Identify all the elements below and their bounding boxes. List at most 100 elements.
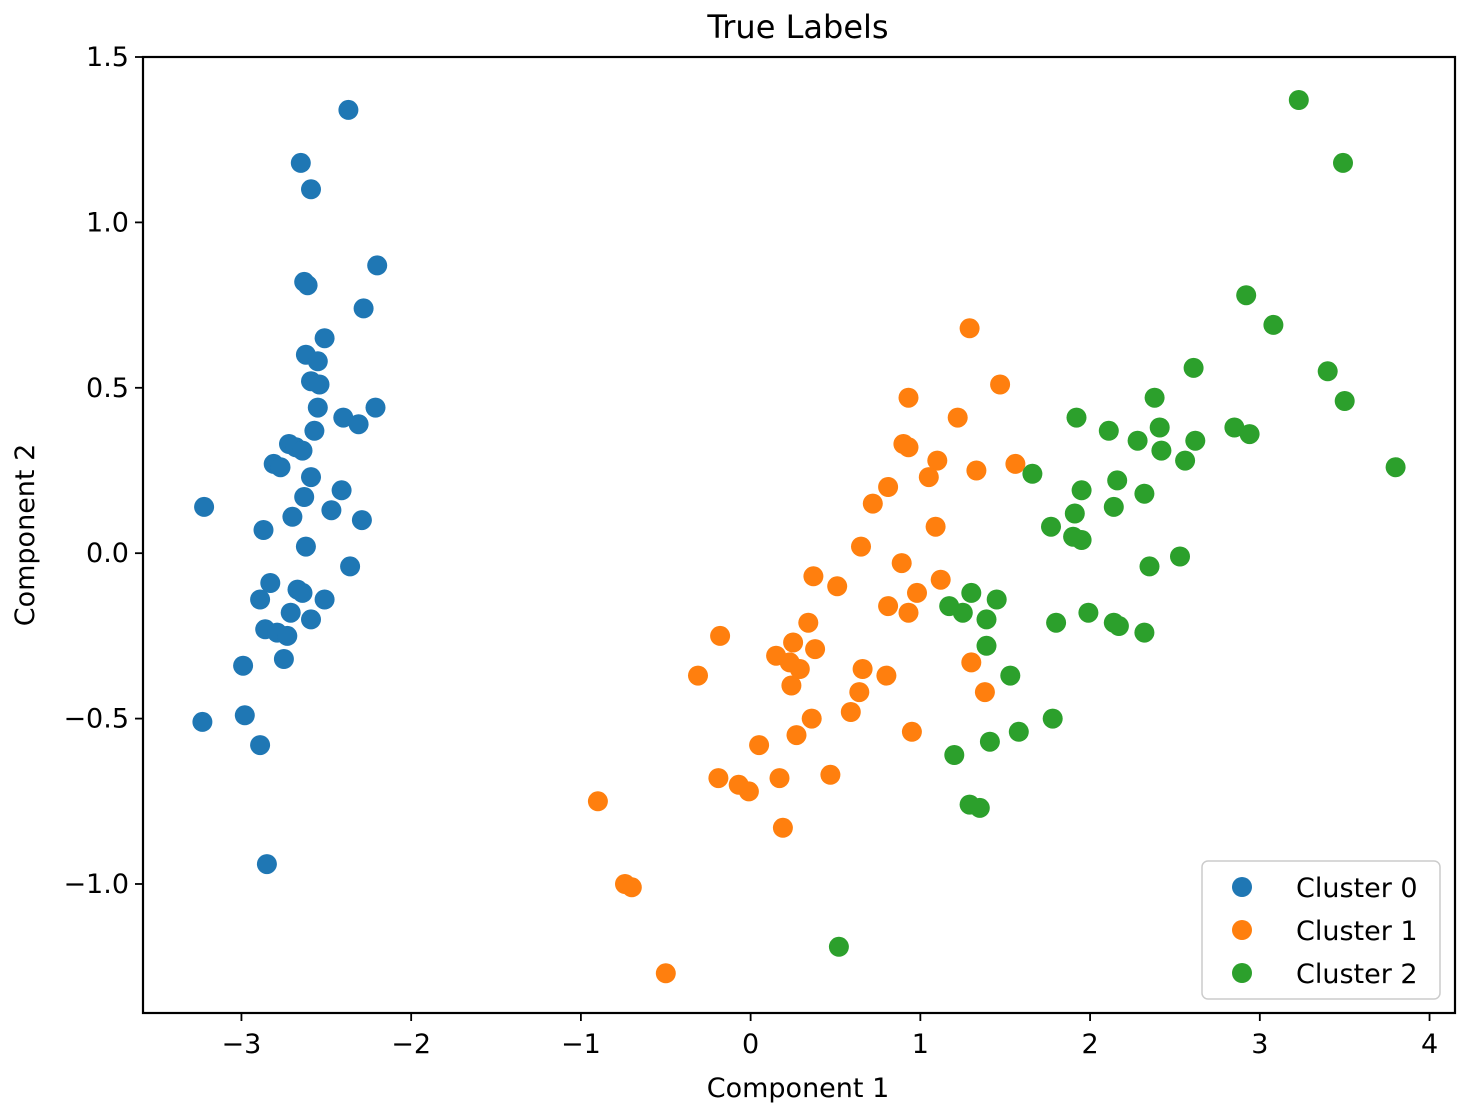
y-axis: −1.0 −0.5 0.0 0.5 1.0 1.5 [63,42,143,900]
points-layer [192,90,1406,984]
cluster-1-point [918,467,939,488]
cluster-2-point [944,745,965,765]
cluster-0-point [280,602,301,623]
cluster-1-point [898,387,919,408]
cluster-1-point [805,639,826,660]
plot-frame [141,55,1457,1015]
cluster-0-point [321,500,342,521]
cluster-2-point [1103,496,1124,517]
cluster-0-point [331,480,352,501]
x-tick-label: −3 [222,1029,262,1060]
cluster-0-point [192,711,213,732]
cluster-1-point [621,877,642,898]
cluster-2-point [1288,90,1309,110]
cluster-0-point [353,298,374,319]
cluster-1-point [898,602,919,623]
legend-box [1201,860,1441,1000]
cluster-1-point [786,725,807,746]
cluster-0-point [301,609,321,630]
cluster-1-point [878,596,899,617]
cluster-2-point [1317,361,1338,382]
x-tick-label: 2 [1081,1029,1098,1060]
cluster-2-point [1239,424,1260,445]
cluster-1-point [789,659,810,679]
x-tick-label: 0 [742,1029,759,1060]
cluster-2-point [1064,503,1085,524]
cluster-2-point [1385,457,1406,478]
cluster-2-point [1078,602,1099,623]
cluster-1-point [959,318,980,339]
cluster-0-point [292,440,313,461]
cluster-1-point [781,675,802,696]
cluster-0-point [234,705,255,726]
legend-marker-cluster-2 [1232,963,1252,983]
cluster-1-point [710,625,731,646]
cluster-1-point [801,708,822,729]
x-tick-label: 4 [1421,1029,1438,1060]
cluster-0-point [333,407,354,428]
cluster-2-point [1224,417,1245,438]
cluster-1-point [783,632,804,653]
cluster-1-point [961,652,982,673]
y-tick-label: 1.5 [86,42,129,73]
y-tick-label: 0.5 [86,373,129,404]
cluster-1-point [849,682,870,703]
cluster-2-point [1066,407,1087,428]
legend-label-cluster-1: Cluster 1 [1296,916,1418,947]
y-tick-label: −0.5 [63,704,129,735]
cluster-0-point [233,655,254,676]
plot-area [143,57,1455,1013]
cluster-0-point [314,328,335,349]
cluster-2-point [1022,463,1043,484]
cluster-0-point [297,275,318,296]
x-tick-label: 3 [1251,1029,1268,1060]
cluster-1-point [862,493,883,514]
cluster-0-point [295,536,316,557]
cluster-2-point [952,602,973,623]
cluster-1-point [852,659,873,679]
cluster-2-point [1144,387,1165,408]
x-axis-label: Component 1 [707,1073,890,1104]
cluster-0-point [270,457,291,478]
cluster-1-point [966,460,987,481]
cluster-1-point [688,665,708,686]
cluster-1-point [927,450,948,471]
cluster-2-point [1041,516,1061,537]
cluster-0-point [307,351,328,372]
cluster-2-point [1071,480,1092,501]
cluster-2-point [1071,530,1092,550]
cluster-1-point [820,764,841,785]
cluster-1-point [878,477,899,497]
chart-title: True Labels [706,8,888,46]
cluster-2-point [1000,665,1021,686]
cluster-0-point [294,487,315,507]
cluster-0-point [273,649,294,669]
legend-marker-cluster-1 [1232,920,1252,940]
cluster-0-point [348,414,369,435]
y-tick-label: −1.0 [63,869,129,900]
cluster-0-point [365,397,386,418]
cluster-1-point [947,407,968,428]
cluster-2-point [1008,721,1029,742]
cluster-0-point [351,510,372,531]
cluster-2-point [1098,420,1119,441]
cluster-1-point [840,702,861,722]
cluster-2-point [979,731,1000,752]
cluster-2-point [1134,483,1155,504]
cluster-2-point [1139,556,1160,577]
cluster-2-point [969,797,990,818]
cluster-2-point [1151,440,1172,461]
y-tick-label: 1.0 [86,207,129,238]
cluster-0-point [260,573,281,593]
cluster-1-point [738,781,759,802]
cluster-0-point [282,506,303,527]
cluster-1-point [772,817,793,838]
cluster-2-point [1134,622,1155,643]
cluster-2-point [1175,450,1196,471]
cluster-0-point [250,589,271,610]
x-axis: −3 −2 −1 0 1 2 3 4 [222,1013,1438,1060]
cluster-1-point [1005,453,1026,474]
cluster-1-point [898,437,919,458]
legend-label-cluster-2: Cluster 2 [1296,959,1418,990]
